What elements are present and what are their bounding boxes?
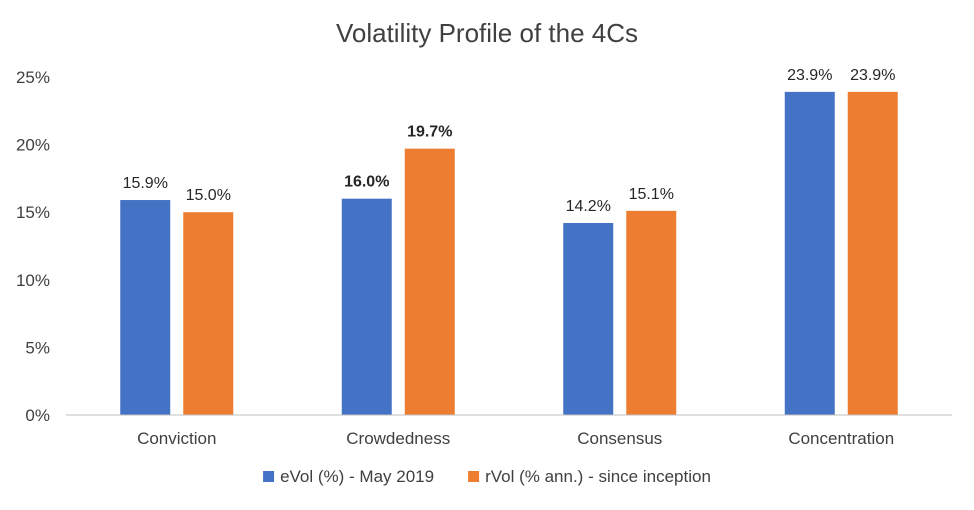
y-tick-label: 5% xyxy=(25,338,50,357)
category-label: Crowdedness xyxy=(346,429,450,448)
category-label: Concentration xyxy=(788,429,894,448)
category-label: Conviction xyxy=(137,429,216,448)
legend: eVol (%) - May 2019 rVol (% ann.) - since… xyxy=(263,467,711,486)
bars-group xyxy=(120,91,898,415)
legend-label: rVol (% ann.) - since inception xyxy=(485,467,711,486)
y-tick-label: 20% xyxy=(16,136,50,155)
legend-label: eVol (%) - May 2019 xyxy=(280,467,434,486)
category-label: Consensus xyxy=(577,429,662,448)
y-tick-label: 0% xyxy=(25,406,50,425)
bar-crowdedness-series-2 xyxy=(404,148,455,415)
data-label: 23.9% xyxy=(850,67,895,84)
bar-conviction-series-2 xyxy=(183,212,234,415)
data-label: 14.2% xyxy=(566,198,611,215)
legend-swatch-series-2 xyxy=(468,471,480,482)
data-label: 15.0% xyxy=(186,187,231,204)
chart-title: Volatility Profile of the 4Cs xyxy=(336,18,638,48)
data-label: 16.0% xyxy=(344,174,389,191)
data-label: 15.1% xyxy=(629,186,674,203)
bar-consensus-series-2 xyxy=(626,210,677,415)
bar-conviction-series-1 xyxy=(120,200,171,415)
bar-concentration-series-1 xyxy=(784,91,835,415)
y-tick-label: 10% xyxy=(16,271,50,290)
y-tick-label: 25% xyxy=(16,68,50,87)
data-label: 23.9% xyxy=(787,67,832,84)
bar-crowdedness-series-1 xyxy=(341,198,392,415)
bar-consensus-series-1 xyxy=(563,223,614,415)
data-labels-group: 15.9% 15.0% 16.0% 19.7% 14.2% 15.1% 23.9% 23.9% xyxy=(123,67,896,215)
x-axis: Conviction Crowdedness Consensus Concentrat… xyxy=(137,429,894,448)
y-axis: 0% 5% 10% 15% 20% 25% xyxy=(16,68,50,425)
data-label: 15.9% xyxy=(123,175,168,192)
bar-concentration-series-2 xyxy=(847,91,898,415)
y-tick-label: 15% xyxy=(16,203,50,222)
legend-swatch-series-1 xyxy=(263,471,275,482)
data-label: 19.7% xyxy=(407,124,452,141)
